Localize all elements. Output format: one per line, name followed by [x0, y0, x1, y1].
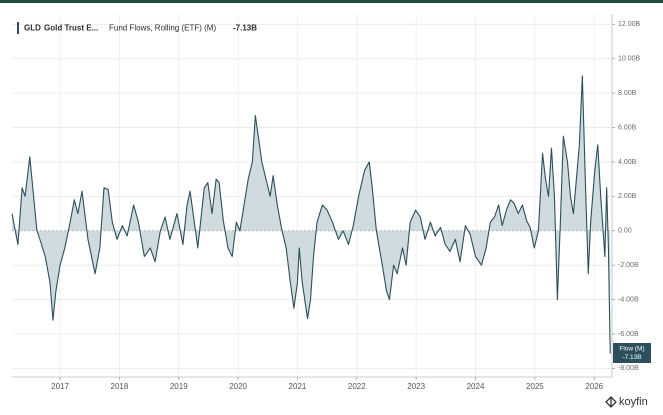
y-tick-label: 6.00B	[618, 124, 637, 131]
y-tick-label: 0.00	[618, 228, 632, 235]
x-tick-label: 2022	[348, 382, 366, 391]
legend-value: -7.13B	[233, 24, 257, 33]
x-tick-label: 2018	[111, 382, 129, 391]
y-tick-label: 2.00B	[618, 193, 637, 200]
logo-text: koyfin	[619, 396, 648, 408]
axes: 12.00B 10.00B 8.00B 6.00B 4.00B 2.00B 0.00 -2.0…	[12, 14, 641, 391]
legend-name: Gold Trust E...	[44, 24, 98, 33]
legend-ticker: GLD	[24, 24, 41, 33]
x-tick-label: 2020	[229, 382, 247, 391]
y-tick-label: -8.00B	[618, 365, 639, 372]
x-tick-label: 2017	[51, 382, 69, 391]
badge-title: Flow (M)	[619, 346, 644, 353]
badge-value: -7.13B	[622, 354, 641, 361]
y-tick-label: 12.00B	[618, 21, 641, 28]
legend: GLD Gold Trust E... Fund Flows, Rolling …	[17, 22, 257, 34]
y-tick-label: -4.00B	[618, 296, 639, 303]
top-bar	[0, 0, 663, 3]
x-tick-label: 2026	[585, 382, 603, 391]
legend-metric: Fund Flows, Rolling (ETF) (M)	[109, 24, 216, 33]
grid	[12, 14, 612, 377]
plot	[11, 75, 611, 354]
x-tick-label: 2019	[170, 382, 188, 391]
series-line	[11, 75, 611, 354]
y-tick-label: -2.00B	[618, 262, 639, 269]
x-tick-label: 2023	[407, 382, 425, 391]
badge-box	[613, 343, 651, 363]
x-tick-label: 2025	[526, 382, 544, 391]
logo: koyfin	[605, 396, 648, 408]
logo-icon	[605, 396, 617, 408]
y-tick-label: 8.00B	[618, 90, 637, 97]
y-tick-label: -6.00B	[618, 331, 639, 338]
y-tick-label: 4.00B	[618, 159, 637, 166]
legend-swatch	[17, 22, 19, 34]
x-tick-label: 2024	[467, 382, 485, 391]
x-tick-label: 2021	[289, 382, 307, 391]
last-value-badge: Flow (M) -7.13B	[613, 343, 651, 363]
y-tick-label: 10.00B	[618, 56, 641, 63]
